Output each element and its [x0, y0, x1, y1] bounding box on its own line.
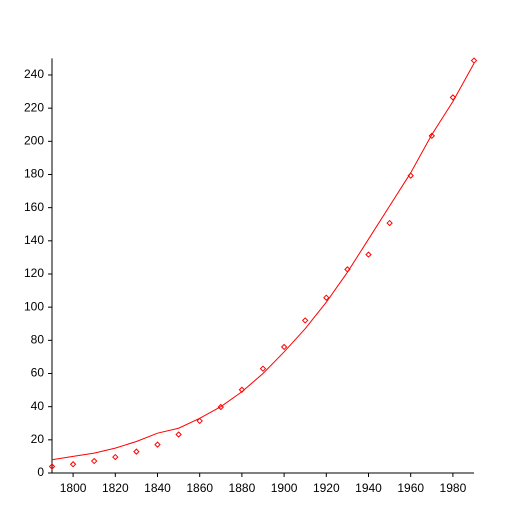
data-point [428, 132, 436, 140]
x-tick-label: 1980 [440, 481, 467, 495]
data-point [90, 457, 98, 465]
data-point [154, 441, 161, 448]
y-tick-label: 180 [24, 167, 44, 181]
data-point [301, 317, 309, 324]
data-point [259, 365, 267, 372]
data-point [112, 453, 119, 461]
x-tick-label: 1960 [397, 481, 424, 495]
y-tick-label: 20 [31, 432, 45, 446]
data-point [449, 94, 457, 101]
data-point [280, 343, 288, 351]
y-tick-label: 160 [24, 200, 44, 214]
x-tick-label: 1840 [144, 481, 171, 495]
data-point [133, 448, 140, 455]
data-point [217, 403, 225, 411]
x-tick-label: 1900 [271, 481, 298, 495]
y-tick-label: 220 [24, 100, 44, 114]
y-tick-label: 40 [31, 399, 45, 413]
x-tick-label: 1820 [102, 481, 129, 495]
data-point [69, 461, 77, 468]
x-tick-label: 1880 [229, 481, 256, 495]
y-tick-label: 0 [37, 465, 44, 479]
y-tick-label: 80 [31, 332, 45, 346]
data-point [175, 431, 182, 438]
x-tick-label: 1920 [313, 481, 340, 495]
data-point [470, 57, 478, 64]
y-tick-label: 240 [24, 67, 44, 81]
x-tick-label: 1940 [355, 481, 382, 495]
y-tick-label: 100 [24, 299, 44, 313]
data-point [196, 417, 203, 425]
data-point [386, 219, 393, 227]
y-tick-label: 140 [24, 233, 44, 247]
fit-line [51, 63, 475, 461]
y-tick-label: 60 [31, 366, 45, 380]
y-tick-label: 200 [24, 133, 44, 147]
x-tick-label: 1800 [60, 481, 87, 495]
data-point [323, 294, 330, 301]
data-point [365, 251, 372, 258]
x-tick-label: 1860 [186, 481, 213, 495]
data-point [48, 463, 56, 470]
y-tick-label: 120 [24, 266, 44, 280]
